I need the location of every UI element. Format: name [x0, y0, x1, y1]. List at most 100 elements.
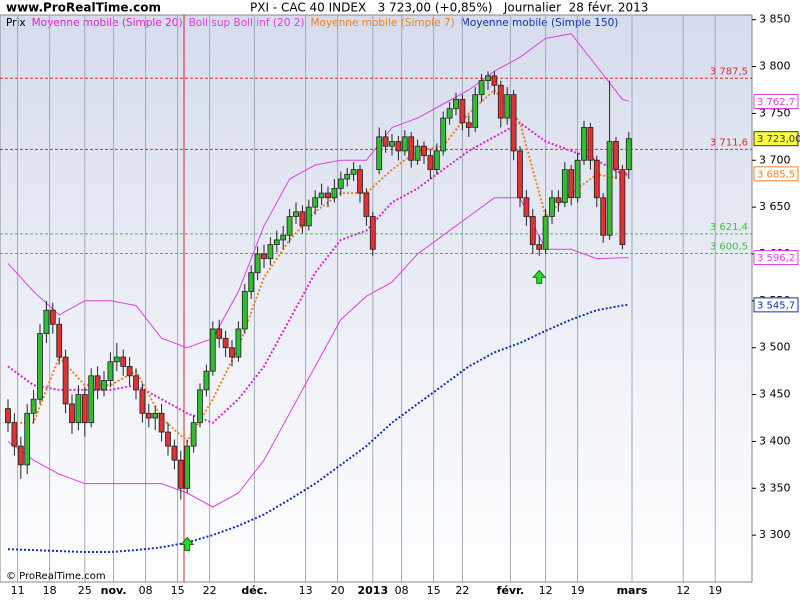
candle-body [465, 122, 472, 128]
candle-body [62, 356, 69, 405]
candle-body [229, 347, 235, 358]
x-tick-label: 08 [395, 584, 409, 597]
candle-body [485, 75, 491, 82]
legend-item: Prix [6, 17, 26, 29]
candle-body [158, 412, 165, 433]
candle-body [555, 197, 562, 203]
candle-body [613, 141, 619, 171]
level-label: 3 600,5 [710, 242, 748, 253]
y-tick-label: 3 300 [759, 528, 791, 541]
candle-body [472, 94, 479, 128]
candle-body [523, 197, 530, 217]
candle-body [177, 459, 184, 489]
x-tick-label: 22 [455, 584, 469, 597]
candle-body [376, 136, 383, 171]
x-tick-label: 11 [11, 584, 25, 597]
x-tick-label: 18 [43, 584, 57, 597]
site-name: www.ProRealTime.com [6, 1, 161, 15]
candle-body [5, 408, 11, 424]
level-label: 3 711,6 [710, 137, 748, 148]
candle-body [209, 328, 216, 372]
candle-body [497, 84, 504, 119]
candle-body [254, 253, 261, 274]
candle-body [478, 80, 485, 96]
candle-body [408, 136, 415, 161]
candle-body [139, 389, 146, 414]
candle-body [446, 108, 453, 119]
x-tick-label: 08 [139, 584, 153, 597]
candle-body [344, 173, 351, 180]
candle-body [184, 445, 191, 489]
band-line [7, 197, 629, 508]
x-tick-label: 19 [571, 584, 585, 597]
candle-body [619, 169, 626, 246]
candle-body [337, 178, 344, 189]
legend-item: Boll sup Boll inf (20 2) [189, 17, 305, 29]
candle-body [267, 244, 274, 260]
candle-body [549, 197, 555, 217]
candle-body [625, 138, 632, 171]
candle-body [203, 370, 210, 391]
x-tick-label: 20 [331, 584, 345, 597]
candle-body [37, 333, 43, 400]
value-box [753, 131, 799, 147]
candle-body [75, 394, 82, 424]
candle-body [606, 141, 613, 236]
candle-body [261, 253, 267, 260]
candle-body [197, 389, 203, 424]
x-tick-label: 22 [203, 584, 217, 597]
candle-body [120, 356, 127, 367]
candle-body [299, 211, 306, 227]
candle-body [107, 361, 114, 381]
y-tick-label: 3 450 [759, 388, 791, 401]
candle-body [587, 127, 594, 161]
candle-body [222, 337, 229, 349]
candle-body [581, 127, 587, 161]
candle-body [113, 356, 120, 363]
x-tick-label: mars [617, 584, 648, 597]
ma-line [7, 121, 629, 424]
candle-body [152, 412, 159, 419]
candle-body [427, 155, 434, 171]
signal-arrow [180, 536, 195, 552]
candle-body [286, 216, 293, 236]
copyright: © ProRealTime.com [6, 571, 106, 582]
level-label: 3 787,5 [710, 66, 748, 77]
candle-body [459, 98, 466, 124]
candle-body [69, 403, 75, 424]
x-tick-label: déc. [241, 584, 267, 597]
candle-body [171, 445, 178, 461]
candle-body [357, 169, 363, 194]
value-box-label: 3 723,00 [757, 134, 800, 145]
candle-body [165, 431, 171, 447]
candle-body [325, 192, 331, 199]
candle-body [248, 272, 255, 292]
candle-body [49, 309, 56, 325]
candle-body [331, 187, 338, 199]
candle-body [11, 422, 18, 447]
candle-body [293, 211, 299, 217]
candle-body [600, 197, 607, 236]
chart-title: PXI - CAC 40 INDEX 3 723,00 (+0,85%) Jou… [250, 1, 648, 15]
candle-body [94, 375, 101, 391]
y-tick-label: 3 700 [759, 153, 791, 166]
candle-body [17, 445, 24, 466]
candle-body [350, 169, 357, 175]
candle-body [30, 398, 37, 414]
candle-body [273, 239, 280, 246]
legend-item: Moyenne mobile (Simple 7) [310, 17, 454, 29]
candle-body [241, 291, 248, 330]
candle-body [126, 366, 133, 377]
legend-item: Moyenne mobile (Simple 150) [461, 17, 619, 29]
x-tick-label: 12 [539, 584, 553, 597]
y-tick-label: 3 650 [759, 200, 791, 213]
candle-body [593, 159, 600, 199]
x-tick-label: 25 [78, 584, 92, 597]
x-tick-label: 19 [708, 584, 722, 597]
candle-body [56, 323, 63, 358]
legend: Prix Moyenne mobile (Simple 20) Boll sup B… [6, 17, 618, 29]
candle-body [43, 309, 50, 335]
candle-body [101, 380, 107, 391]
x-tick-label: 15 [427, 584, 441, 597]
